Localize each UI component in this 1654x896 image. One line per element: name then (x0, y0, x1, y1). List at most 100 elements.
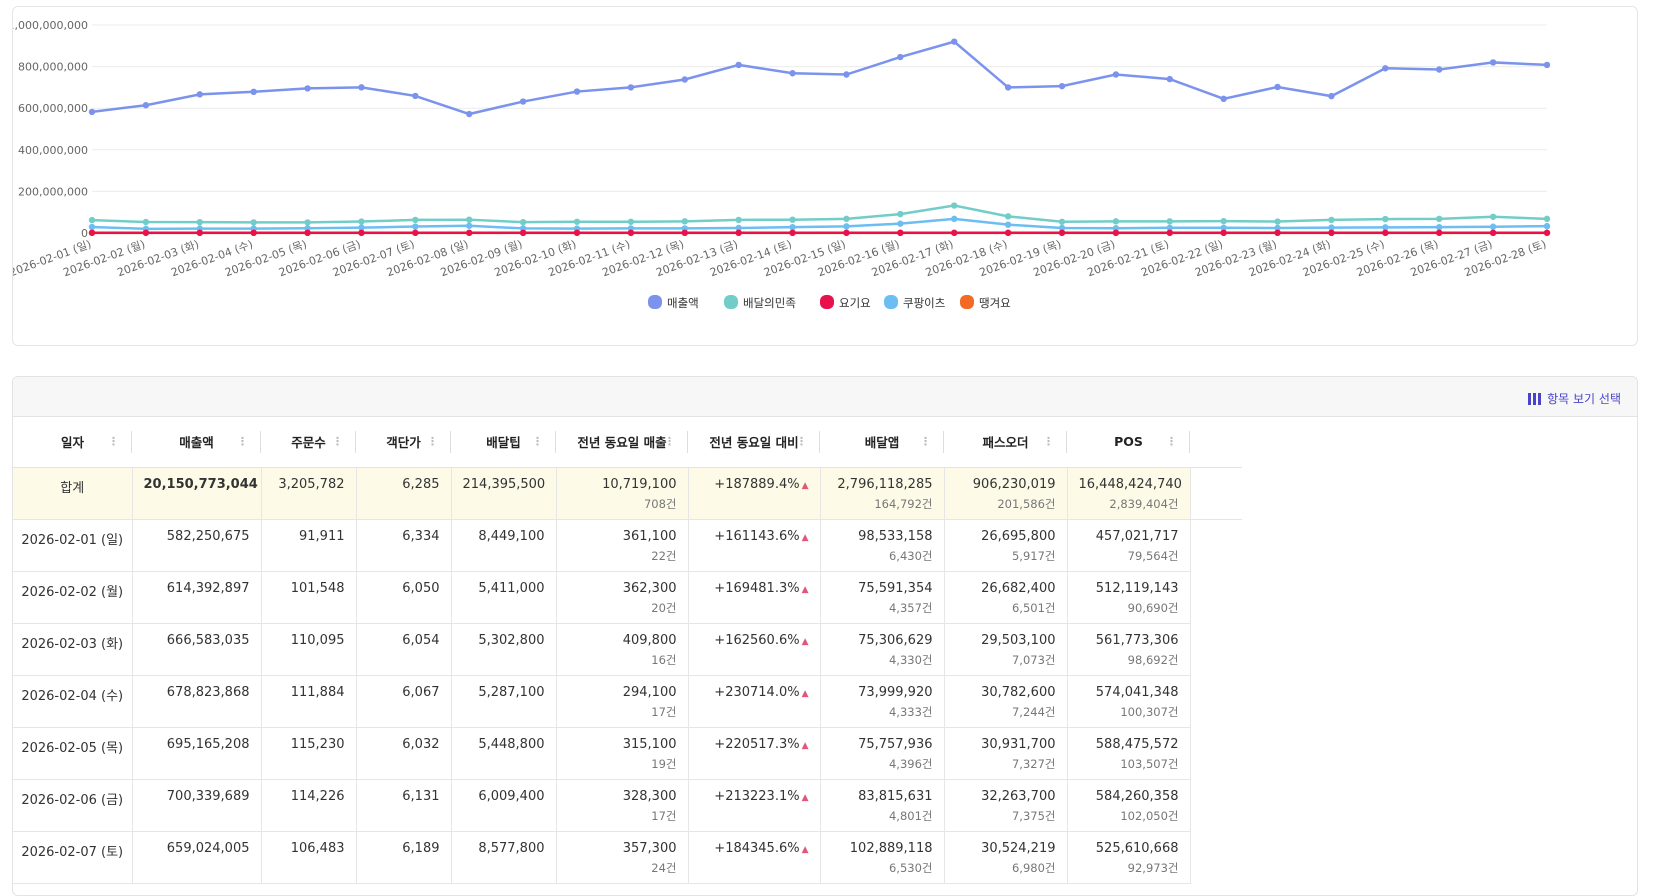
date-cell: 2026-02-06 (금) (13, 779, 133, 832)
column-resize-handle[interactable] (355, 431, 356, 453)
column-menu-icon[interactable]: ⋮ (1043, 435, 1054, 448)
column-header[interactable]: 주문수 ⋮ (261, 417, 356, 468)
column-menu-icon[interactable]: ⋮ (532, 435, 543, 448)
cell-value: 6,285 (402, 476, 440, 492)
column-resize-handle[interactable] (131, 431, 132, 453)
column-menu-icon[interactable]: ⋮ (237, 435, 248, 448)
cell-count: 2,839,404건 (1109, 496, 1179, 511)
data-point (735, 61, 742, 69)
column-header[interactable]: 전년 동요일 대비 ⋮ (688, 417, 820, 468)
cell-value: +161143.6% (714, 528, 800, 544)
column-menu-icon[interactable]: ⋮ (796, 435, 807, 448)
column-menu-icon[interactable]: ⋮ (332, 435, 343, 448)
cell-value: 700,339,689 (166, 788, 250, 804)
column-menu-icon[interactable]: ⋮ (920, 435, 931, 448)
data-point (1436, 66, 1443, 73)
cell-value: 110,095 (290, 632, 345, 648)
y-tick-label: 600,000,000 (18, 102, 88, 115)
data-point (1328, 92, 1335, 100)
column-resize-handle[interactable] (555, 431, 556, 453)
cell-value: 695,165,208 (166, 736, 250, 752)
column-header[interactable]: 패스오더 ⋮ (944, 417, 1067, 468)
y-tick-label: 200,000,000 (18, 185, 88, 198)
cell-count: 98,692건 (1127, 652, 1179, 667)
column-header[interactable]: 매출액 ⋮ (132, 417, 261, 468)
column-resize-handle[interactable] (1066, 431, 1067, 453)
data-point (1004, 84, 1012, 91)
data-point (412, 229, 419, 236)
column-select-button[interactable]: 항목 보기 선택 (1528, 390, 1621, 407)
column-header-label: 매출액 (179, 435, 214, 451)
column-header[interactable]: 배달팁 ⋮ (451, 417, 556, 468)
data-point (1328, 229, 1335, 236)
avg-cell: 6,032 (356, 727, 452, 780)
sales-cell: 666,583,035 (132, 623, 262, 676)
table-row[interactable]: 2026-02-05 (목) 695,165,208 115,230 6,032 5,4… (13, 727, 1242, 780)
table-row[interactable]: 2026-02-06 (금) 700,339,689 114,226 6,131 6,0… (13, 779, 1242, 832)
cell-value: +220517.3% (714, 736, 800, 752)
data-point (789, 70, 796, 77)
sales-cell: 614,392,897 (132, 571, 262, 624)
table-row[interactable]: 2026-02-02 (월) 614,392,897 101,548 6,050 5,4… (13, 571, 1242, 624)
column-menu-icon[interactable]: ⋮ (108, 435, 119, 448)
column-header[interactable]: 일자 ⋮ (13, 417, 132, 468)
cell-count: 90,690건 (1127, 600, 1179, 615)
delivery-app-cell: 2,796,118,285 164,792건 (820, 467, 945, 520)
column-menu-icon[interactable]: ⋮ (427, 435, 438, 448)
cell-value: 678,823,868 (166, 684, 250, 700)
cell-value: 83,815,631 (858, 788, 933, 804)
cell-value: 6,189 (402, 840, 440, 856)
data-point (789, 229, 796, 236)
cell-count: 6,430건 (888, 548, 933, 563)
cell-count: 7,375건 (1011, 808, 1056, 823)
prev-year-ratio-cell: +187889.4% ▲ (688, 467, 821, 520)
column-header-spacer (1190, 417, 1242, 468)
sales-cell: 20,150,773,044 (132, 467, 262, 520)
data-point (519, 218, 527, 226)
cell-value: 357,300 (622, 840, 677, 856)
column-resize-handle[interactable] (450, 431, 451, 453)
series-line (91, 204, 1548, 224)
data-point (1220, 224, 1227, 231)
cell-count: 92,973건 (1127, 860, 1179, 875)
data-point (142, 229, 150, 236)
cell-value: 16,448,424,740 (1078, 476, 1182, 492)
column-header[interactable]: 객단가 ⋮ (356, 417, 451, 468)
data-point (466, 222, 473, 229)
table-row[interactable]: 2026-02-03 (화) 666,583,035 110,095 6,054 5,3… (13, 623, 1242, 676)
column-resize-handle[interactable] (943, 431, 944, 453)
column-resize-handle[interactable] (260, 431, 261, 453)
orders-cell: 101,548 (261, 571, 357, 624)
table-row[interactable]: 2026-02-07 (토) 659,024,005 106,483 6,189 8,5… (13, 831, 1242, 884)
column-resize-handle[interactable] (1189, 431, 1190, 453)
data-point (1274, 83, 1281, 91)
column-header[interactable]: POS ⋮ (1067, 417, 1190, 468)
prev-year-sales-cell: 361,100 22건 (556, 519, 689, 572)
data-point (358, 229, 365, 236)
cell-count: 164,792건 (874, 496, 933, 511)
cell-value: +184345.6% (714, 840, 800, 856)
column-resize-handle[interactable] (819, 431, 820, 453)
column-menu-icon[interactable]: ⋮ (664, 435, 675, 448)
column-resize-handle[interactable] (687, 431, 688, 453)
total-row[interactable]: 합계 20,150,773,044 3,205,782 6,285 214,395,50… (13, 467, 1242, 520)
table-row[interactable]: 2026-02-04 (수) 678,823,868 111,884 6,067 5,2… (13, 675, 1242, 728)
data-point (951, 38, 958, 45)
data-point (735, 216, 742, 224)
column-menu-icon[interactable]: ⋮ (1166, 435, 1177, 448)
table-row[interactable]: 2026-02-01 (일) 582,250,675 91,911 6,334 8,44… (13, 519, 1242, 572)
data-point (1058, 229, 1066, 236)
avg-cell: 6,067 (356, 675, 452, 728)
cell-value: 6,067 (402, 684, 440, 700)
data-point (1489, 213, 1497, 220)
cell-count: 5,917건 (1011, 548, 1056, 563)
column-header[interactable]: 배달앱 ⋮ (820, 417, 944, 468)
data-point (304, 225, 311, 232)
column-header-label: POS (1114, 434, 1143, 450)
cell-value: +230714.0% (714, 684, 800, 700)
cell-value: +162560.6% (714, 632, 800, 648)
row-spacer (1190, 675, 1242, 727)
cell-value: 32,263,700 (981, 788, 1056, 804)
column-header[interactable]: 전년 동요일 매출 ⋮ (556, 417, 688, 468)
data-point (358, 84, 365, 91)
